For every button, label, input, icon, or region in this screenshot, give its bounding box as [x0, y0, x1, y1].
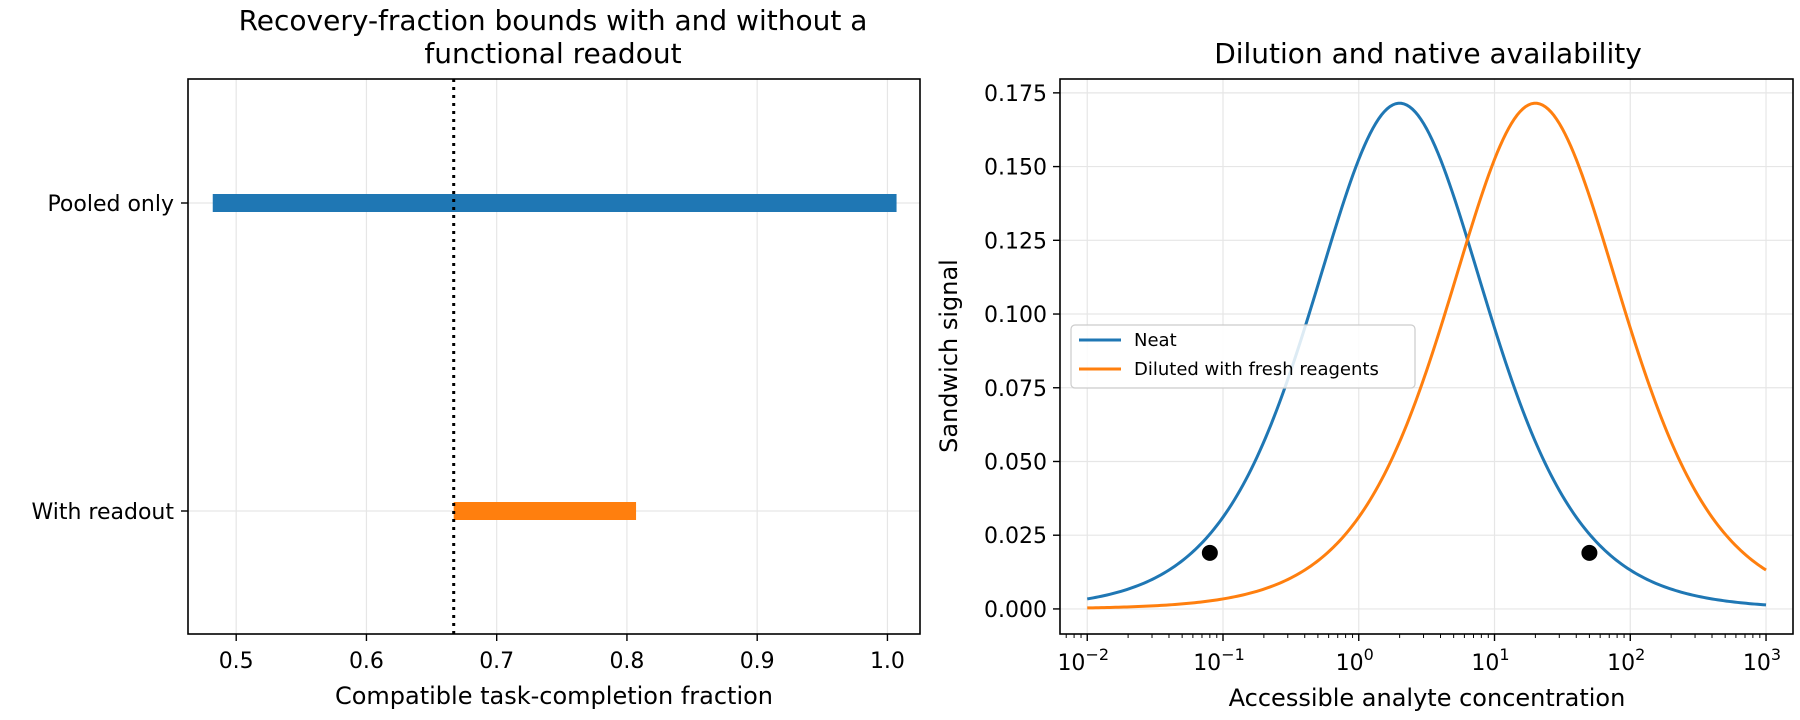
- right-y-tick-label: 0.100: [984, 303, 1047, 328]
- right-markers: [1201, 544, 1598, 561]
- left-x-tick-label: 0.6: [349, 649, 384, 674]
- left-x-tick-label: 0.8: [609, 649, 644, 674]
- series-line-neat: [1086, 101, 1767, 607]
- right-plot-frame: [1059, 78, 1794, 635]
- right-y-tick-label: 0.125: [984, 229, 1047, 254]
- right-x-tick-label: 102: [1607, 645, 1645, 676]
- left-bars: [212, 194, 897, 520]
- right-x-tick-label: 100: [1336, 645, 1374, 676]
- range-bar-pooled-only: [212, 194, 897, 212]
- left-y-axis-ticks: Pooled only With readout: [31, 192, 188, 525]
- right-x-tick-label: 103: [1743, 645, 1781, 676]
- right-y-tick-label: 0.075: [984, 377, 1047, 402]
- right-chart-title: Dilution and native availability: [1214, 37, 1642, 70]
- legend-label-neat: Neat: [1134, 330, 1177, 351]
- right-chart: Dilution and native availability 10−2 10−…: [935, 37, 1794, 712]
- right-y-axis-ticks: 0.000 0.025 0.050 0.075 0.100 0.125 0.150 0.175: [984, 82, 1060, 623]
- right-series-lines: [1086, 101, 1767, 610]
- right-y-tick-label: 0.025: [984, 524, 1047, 549]
- right-y-axis-label: Sandwich signal: [935, 259, 963, 453]
- left-x-tick-label: 0.9: [740, 649, 775, 674]
- legend-label-diluted: Diluted with fresh reagents: [1134, 359, 1379, 380]
- left-chart-title-line-1: Recovery-fraction bounds with and withou…: [239, 4, 868, 37]
- right-y-tick-label: 0.050: [984, 450, 1047, 475]
- left-chart: Recovery-fraction bounds with and withou…: [31, 4, 921, 710]
- data-point-marker: [1201, 544, 1218, 561]
- right-y-tick-label: 0.150: [984, 156, 1047, 181]
- right-x-tick-label: 101: [1471, 645, 1509, 676]
- right-x-tick-label: 10−1: [1193, 645, 1245, 676]
- right-x-axis-label: Accessible analyte concentration: [1229, 684, 1626, 712]
- range-bar-with-readout: [453, 502, 637, 520]
- right-x-tick-label: 10−2: [1057, 645, 1109, 676]
- right-y-tick-label: 0.175: [984, 82, 1047, 107]
- series-line-diluted: [1087, 101, 1767, 610]
- left-x-axis-ticks: 0.5 0.6 0.7 0.8 0.9 1.0: [219, 634, 905, 674]
- left-x-axis-label: Compatible task-completion fraction: [335, 682, 773, 710]
- legend-box: [1070, 324, 1416, 389]
- right-y-tick-label: 0.000: [984, 598, 1047, 623]
- right-legend: Neat Diluted with fresh reagents: [1070, 324, 1416, 389]
- left-plot-frame: [187, 78, 921, 635]
- left-y-tick-label: Pooled only: [47, 192, 174, 217]
- right-x-axis-ticks: 10−2 10−1 100 101 102 103: [1057, 634, 1781, 676]
- left-x-tick-label: 0.5: [219, 649, 254, 674]
- data-point-marker: [1581, 544, 1598, 561]
- left-grid: [188, 79, 920, 634]
- left-y-tick-label: With readout: [31, 500, 174, 525]
- left-x-tick-label: 0.7: [479, 649, 514, 674]
- left-chart-title-line-2: functional readout: [424, 37, 681, 70]
- left-x-tick-label: 1.0: [870, 649, 905, 674]
